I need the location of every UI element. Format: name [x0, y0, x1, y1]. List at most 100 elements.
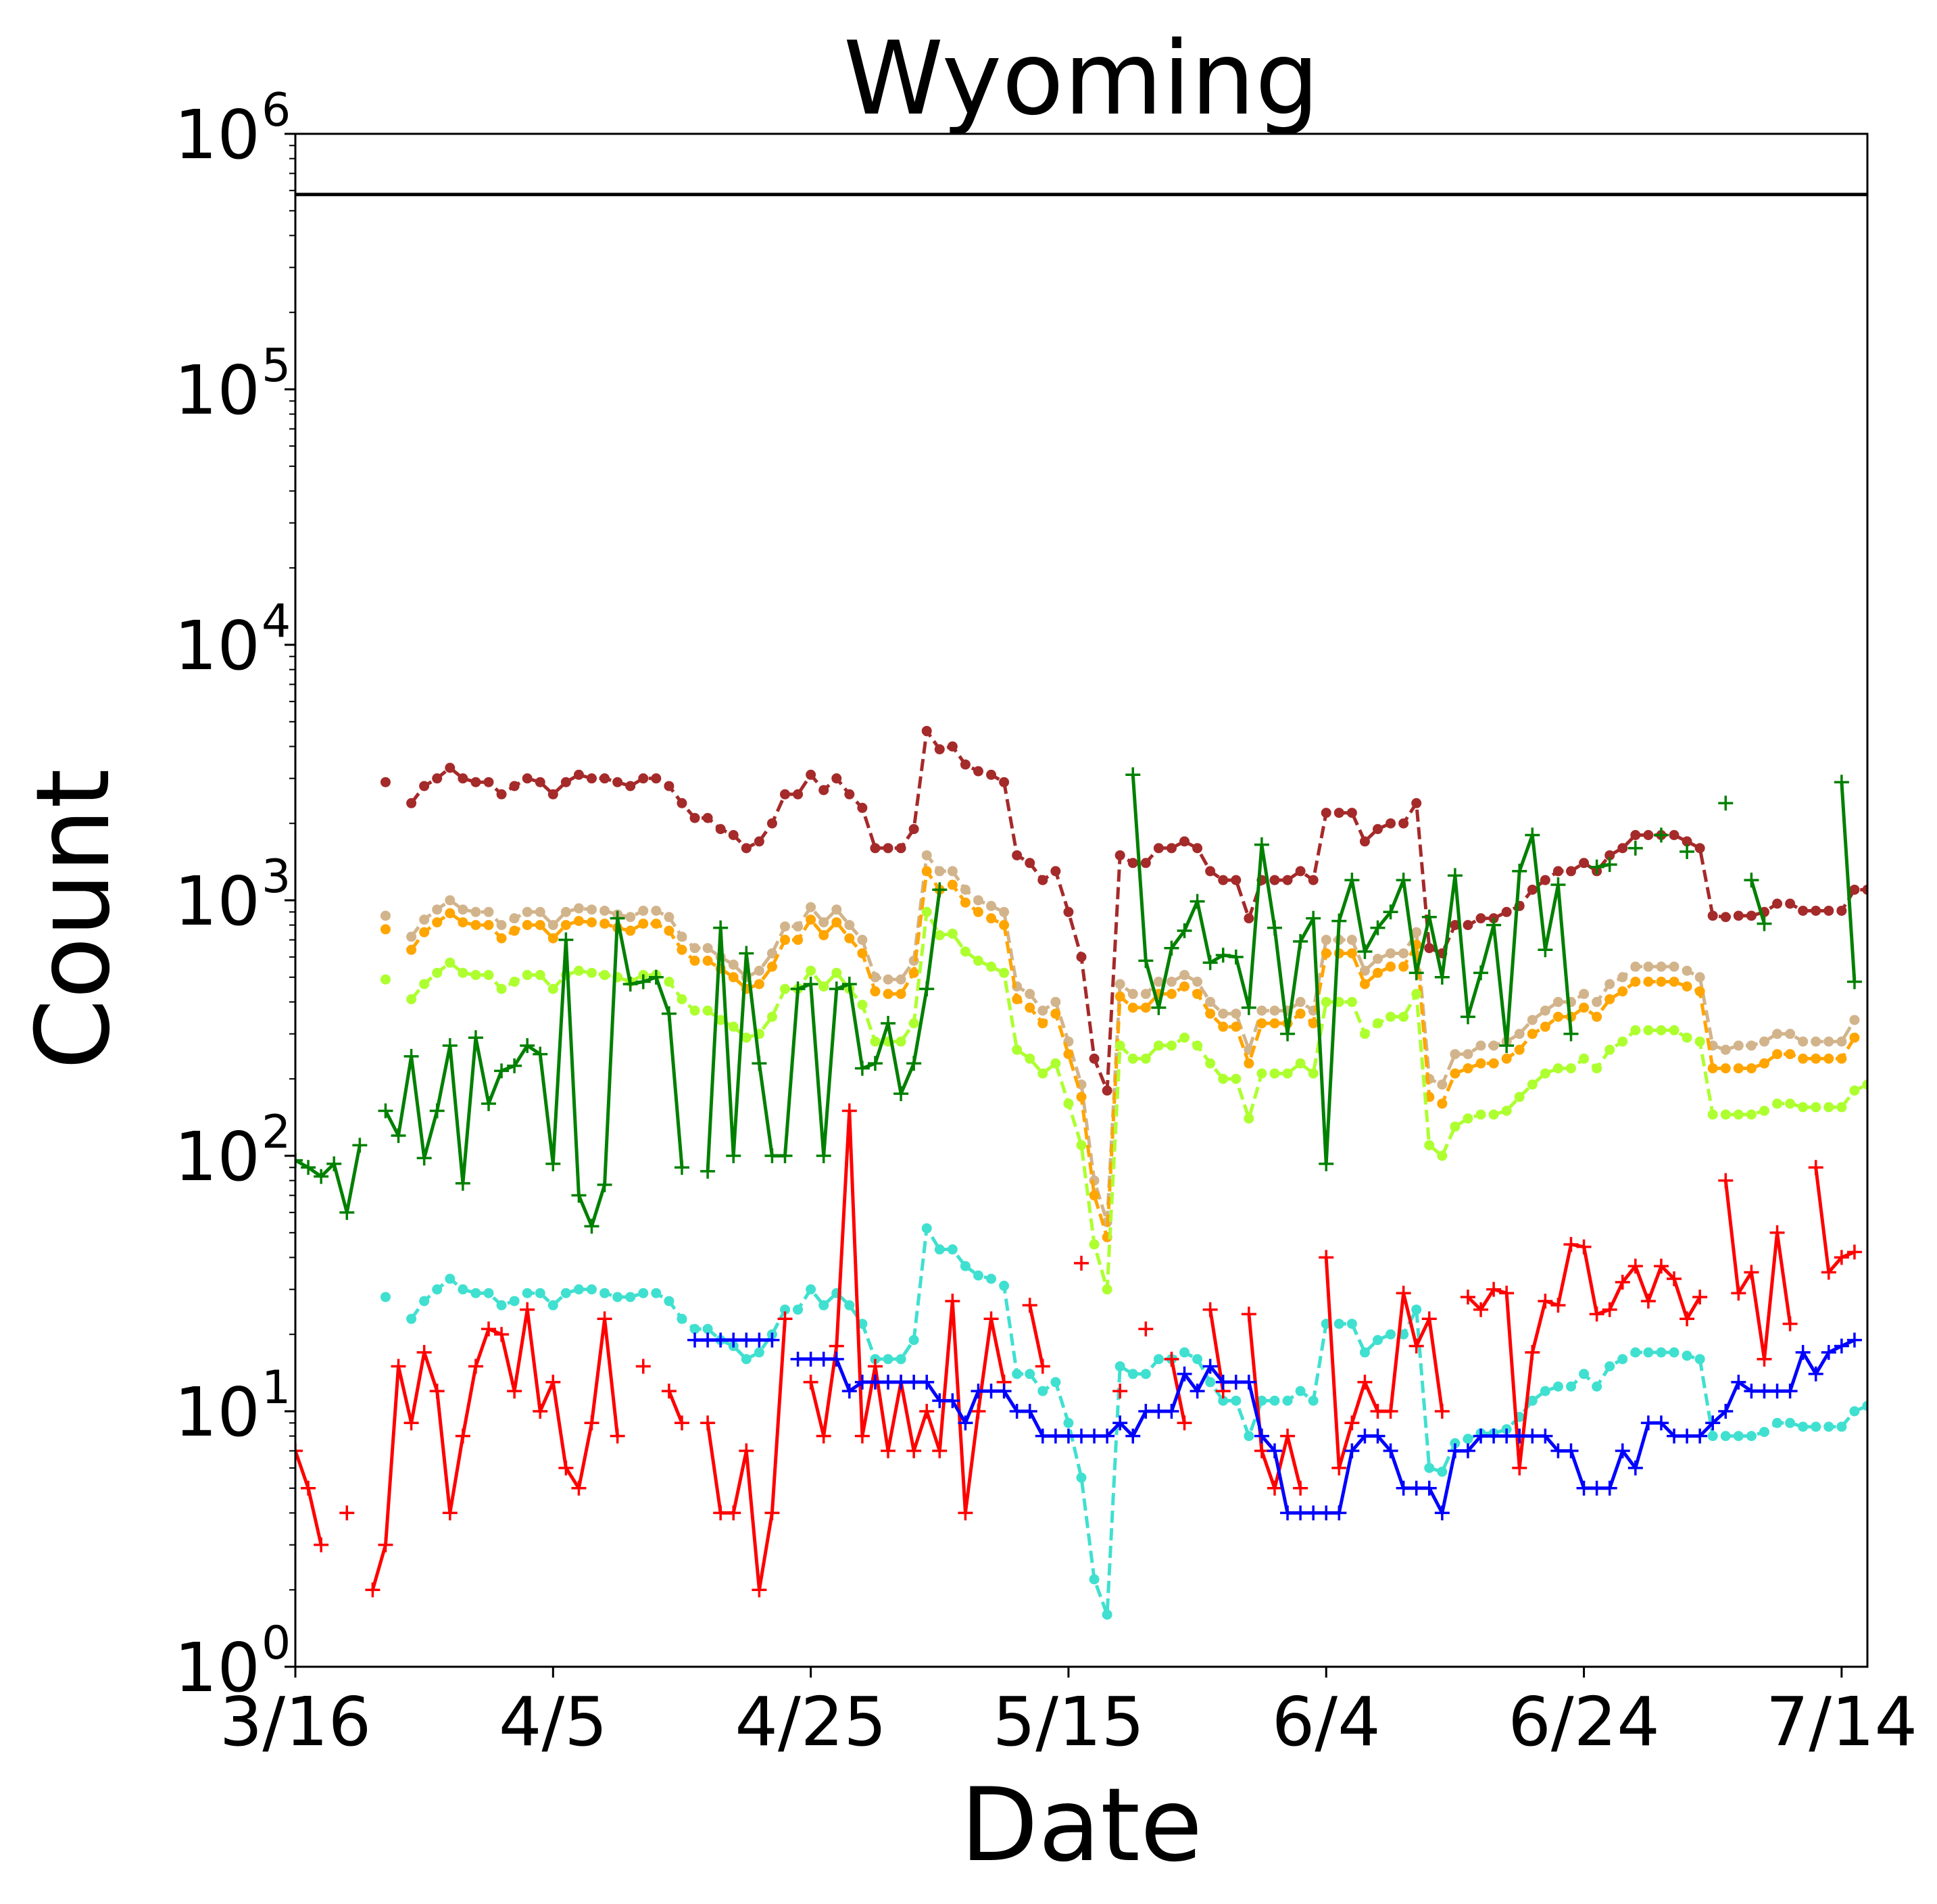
data-point — [1512, 1428, 1527, 1444]
data-point — [1231, 1395, 1242, 1406]
data-point — [1627, 1460, 1643, 1475]
data-point — [648, 969, 664, 985]
data-point — [1267, 920, 1282, 935]
data-point — [1811, 1102, 1821, 1113]
data-point — [1127, 1369, 1138, 1380]
data-point — [1424, 1463, 1435, 1473]
data-point — [419, 781, 430, 791]
data-point — [790, 981, 806, 997]
data-point — [1089, 1190, 1100, 1201]
data-point — [1346, 935, 1357, 946]
data-point — [1694, 986, 1705, 997]
data-point — [1653, 827, 1669, 843]
data-point — [391, 1359, 406, 1374]
data-point — [1682, 965, 1692, 976]
data-point — [416, 1150, 432, 1166]
data-point — [844, 789, 855, 800]
data-point — [806, 769, 816, 780]
data-point — [702, 943, 713, 954]
data-point — [573, 769, 584, 780]
data-point — [1434, 1404, 1450, 1419]
data-point — [1205, 1377, 1216, 1388]
data-point — [1319, 1156, 1334, 1171]
data-point — [1615, 1275, 1630, 1290]
data-point — [1630, 1347, 1641, 1358]
data-point — [1486, 1428, 1502, 1444]
data-point — [1127, 1002, 1138, 1013]
data-point — [726, 1148, 741, 1163]
data-point — [674, 1160, 689, 1175]
data-point — [1527, 1395, 1538, 1406]
data-point — [919, 1404, 935, 1419]
data-point — [432, 1284, 443, 1295]
data-point — [870, 843, 881, 854]
data-point — [741, 1032, 752, 1043]
data-point — [1022, 1404, 1037, 1419]
data-point — [1540, 1005, 1550, 1016]
data-point — [818, 917, 829, 928]
data-point — [1331, 913, 1347, 929]
data-point — [1617, 1036, 1628, 1047]
data-point — [1373, 1018, 1383, 1029]
data-point — [1643, 830, 1654, 841]
data-point — [1527, 1079, 1538, 1090]
data-point — [921, 866, 932, 877]
data-point — [700, 1415, 716, 1431]
data-point — [1772, 1049, 1783, 1060]
data-point — [816, 1148, 831, 1163]
data-point — [1244, 913, 1254, 924]
data-point — [1550, 877, 1566, 893]
data-point — [301, 1160, 316, 1175]
data-point — [702, 1005, 713, 1016]
data-point — [1319, 1250, 1334, 1265]
data-point — [1849, 1032, 1860, 1043]
data-point — [896, 843, 906, 854]
x-tick-label: 4/5 — [499, 1682, 608, 1761]
data-point — [1643, 976, 1654, 987]
data-point — [1202, 1302, 1218, 1317]
data-point — [587, 1284, 597, 1295]
data-point — [470, 920, 481, 931]
data-point — [1604, 1361, 1615, 1371]
data-point — [1076, 952, 1087, 962]
data-point — [870, 1036, 881, 1047]
data-point — [806, 965, 816, 976]
data-point — [432, 967, 443, 978]
data-point — [547, 920, 558, 931]
data-point — [1823, 1036, 1834, 1047]
data-point — [1772, 1029, 1783, 1040]
data-point — [1282, 875, 1293, 885]
series-0 — [380, 725, 1867, 1096]
data-point — [380, 910, 391, 921]
data-point — [1153, 1040, 1164, 1051]
data-point — [1785, 898, 1796, 909]
data-point — [1202, 955, 1218, 971]
series-line — [410, 853, 1857, 1224]
data-point — [1179, 970, 1190, 981]
data-point — [1731, 1286, 1746, 1301]
data-point — [1256, 1068, 1267, 1079]
data-point — [947, 741, 958, 752]
data-point — [1166, 989, 1177, 1000]
y-tick-exponent: 2 — [262, 1106, 291, 1159]
x-tick-label: 5/15 — [993, 1682, 1145, 1761]
data-point — [1373, 824, 1383, 835]
data-point — [1321, 935, 1331, 946]
data-point — [1692, 1289, 1708, 1304]
data-point — [1694, 1354, 1705, 1365]
data-point — [741, 843, 752, 854]
series-1 — [380, 850, 1860, 1227]
data-point — [1359, 979, 1370, 990]
data-point — [535, 920, 545, 931]
data-point — [1357, 1374, 1373, 1390]
x-tick-label: 7/14 — [1766, 1682, 1918, 1761]
data-point — [971, 1384, 986, 1399]
data-point — [1138, 1404, 1154, 1419]
data-point — [777, 1148, 793, 1163]
data-point — [1269, 1395, 1280, 1406]
series-3 — [380, 906, 1867, 1295]
data-point — [1037, 1018, 1048, 1029]
data-point — [352, 1138, 368, 1153]
data-point — [1192, 843, 1203, 854]
data-point — [906, 1374, 922, 1390]
